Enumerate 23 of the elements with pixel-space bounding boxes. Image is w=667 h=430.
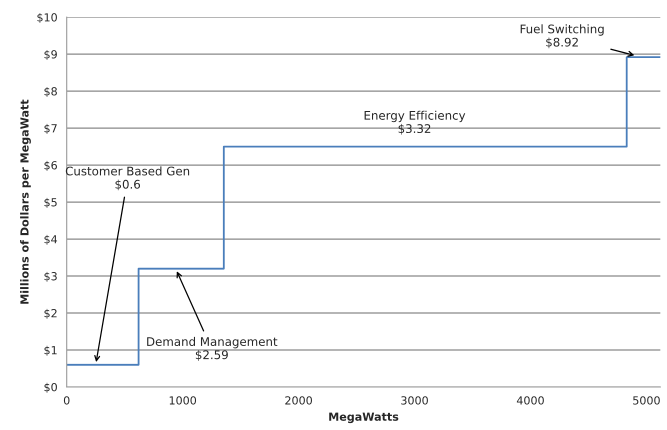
- y-axis-title: Millions of Dollars per MegaWatt: [20, 100, 31, 304]
- y-tick-label: $2: [44, 308, 57, 319]
- x-tick-label: 0: [64, 396, 70, 405]
- x-tick-label: 2000: [285, 396, 312, 405]
- y-tick-label: $10: [37, 12, 57, 24]
- y-tick-label: $8: [44, 86, 57, 98]
- x-tick-label: 5000: [633, 396, 660, 405]
- y-tick-label: $6: [44, 160, 57, 171]
- annotation: Customer Based Gen $0.6: [66, 166, 190, 190]
- y-tick-label: $9: [44, 50, 57, 60]
- x-axis-title: MegaWatts: [329, 412, 398, 424]
- y-tick-label: $0: [44, 382, 57, 393]
- annotation: Fuel Switching $8.92: [520, 24, 604, 48]
- y-tick-label: $3: [44, 272, 57, 282]
- annotation: Demand Management $2.59: [147, 336, 278, 361]
- x-tick-label: 3000: [401, 396, 428, 405]
- y-tick-label: $5: [44, 198, 57, 208]
- y-tick-label: $1: [44, 346, 57, 356]
- x-tick-label: 4000: [516, 396, 544, 405]
- annotation: Energy Efficiency $3.32: [364, 110, 466, 135]
- y-tick-label: $7: [44, 124, 57, 134]
- x-tick-label: 1000: [170, 396, 196, 405]
- y-tick-label: $4: [44, 234, 58, 245]
